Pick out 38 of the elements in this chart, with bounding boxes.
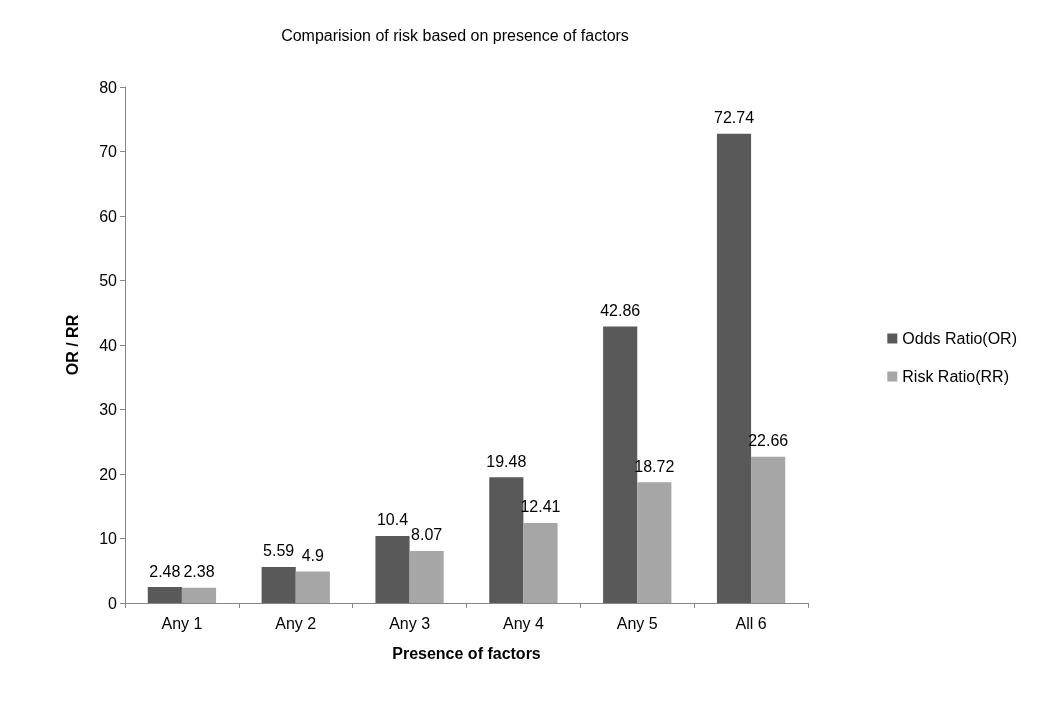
y-tick-label: 70: [99, 143, 118, 160]
x-tick-label: Any 2: [275, 614, 317, 632]
x-tick-label: Any 5: [616, 614, 658, 632]
legend-label: Odds Ratio(OR): [902, 330, 1018, 347]
y-tick-label: 20: [99, 465, 118, 483]
x-tick-label: Any 1: [161, 614, 203, 632]
bar: [181, 587, 217, 603]
bar: [261, 566, 296, 603]
data-label: 4.9: [301, 546, 325, 564]
y-tick-label: 50: [99, 272, 118, 289]
y-axis-title: OR / RR: [63, 314, 81, 376]
data-label: 5.59: [263, 542, 295, 560]
bar: [523, 522, 558, 603]
data-label: 19.48: [486, 452, 527, 470]
bar: [375, 535, 410, 603]
bar: [147, 587, 182, 603]
bar: [751, 456, 786, 603]
x-tick-label: Any 3: [389, 614, 431, 632]
chart-title: Comparision of risk based on presence of factors: [281, 26, 629, 44]
legend-label: Risk Ratio(RR): [902, 368, 1009, 385]
bar: [409, 550, 444, 603]
data-label: 10.4: [376, 511, 409, 529]
data-label: 72.74: [713, 109, 755, 127]
data-label: 2.48: [149, 562, 181, 580]
y-tick-label: 80: [99, 78, 118, 96]
data-label: 8.07: [411, 526, 443, 544]
x-tick-label: All 6: [735, 614, 767, 632]
x-axis-title: Presence of factors: [392, 644, 541, 662]
data-label: 42.86: [600, 302, 641, 320]
y-tick-label: 40: [99, 336, 118, 354]
y-tick-label: 30: [99, 401, 118, 418]
data-label: 2.38: [183, 563, 215, 581]
y-tick-label: 0: [108, 594, 118, 612]
x-tick-label: Any 4: [502, 614, 544, 632]
bar: [295, 571, 330, 603]
y-tick-label: 60: [99, 207, 118, 225]
bar: [637, 482, 672, 603]
y-tick-label: 10: [99, 530, 118, 547]
